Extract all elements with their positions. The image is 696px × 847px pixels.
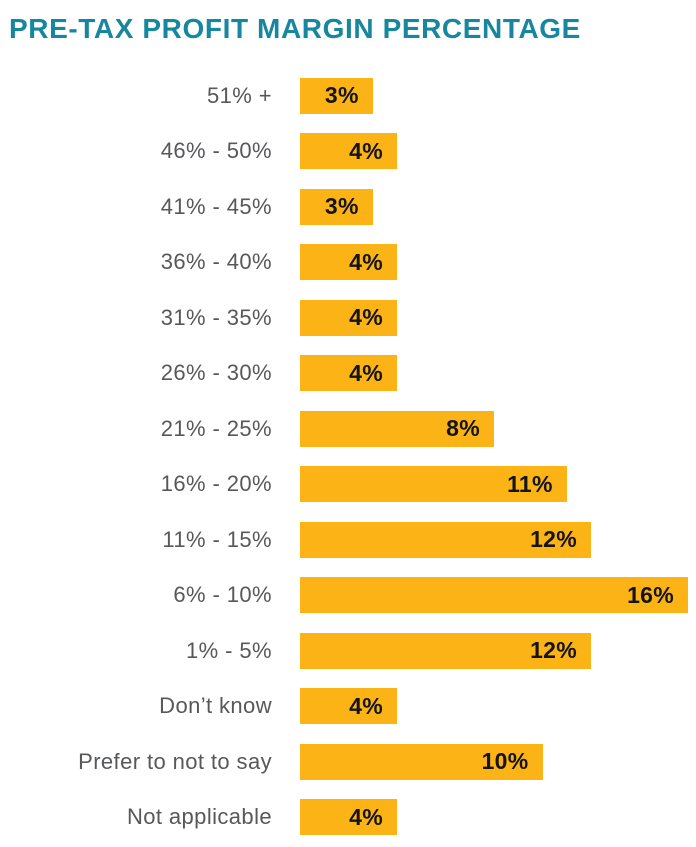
bar: 11% [300, 466, 567, 503]
value-label: 12% [530, 526, 577, 553]
bar-track: 10% [300, 743, 688, 780]
category-label: Prefer to not to say [78, 748, 272, 774]
bar-row: Don’t know 4% [0, 679, 696, 735]
category-label: 11% - 15% [162, 526, 272, 552]
value-label: 4% [349, 304, 383, 331]
bar-track: 4% [300, 688, 688, 725]
bar-row: 41% - 45% 3% [0, 179, 696, 235]
bar-row: Not applicable 4% [0, 790, 696, 846]
value-label: 8% [446, 415, 480, 442]
bar-track: 8% [300, 410, 688, 447]
value-label: 4% [349, 692, 383, 719]
category-label: 36% - 40% [160, 249, 272, 275]
bar-row: 51% + 3% [0, 68, 696, 124]
bar-track: 4% [300, 299, 688, 336]
bar: 12% [300, 521, 591, 558]
category-label: 6% - 10% [173, 582, 272, 608]
category-label: 51% + [207, 82, 272, 108]
value-label: 4% [349, 248, 383, 275]
bar-row: 36% - 40% 4% [0, 235, 696, 291]
category-label: 46% - 50% [160, 138, 272, 164]
bar-row: 1% - 5% 12% [0, 623, 696, 679]
bar-row: 31% - 35% 4% [0, 290, 696, 346]
bar: 3% [300, 188, 373, 225]
bar-track: 4% [300, 133, 688, 170]
bar-track: 3% [300, 77, 688, 114]
value-label: 3% [324, 82, 359, 109]
category-label: Not applicable [126, 804, 272, 830]
bar: 3% [300, 77, 373, 114]
bar-row: 6% - 10% 16% [0, 568, 696, 624]
bar-row: 46% - 50% 4% [0, 124, 696, 180]
category-label: Don’t know [159, 693, 272, 719]
bar-track: 4% [300, 355, 688, 392]
bar: 4% [300, 355, 397, 392]
value-label: 4% [349, 803, 383, 830]
bar-row: 16% - 20% 11% [0, 457, 696, 513]
bar: 10% [300, 743, 543, 780]
category-label: 1% - 5% [186, 637, 272, 663]
bar: 4% [300, 799, 397, 836]
bar: 12% [300, 632, 591, 669]
category-label: 16% - 20% [160, 471, 272, 497]
bar-row: 21% - 25% 8% [0, 401, 696, 457]
bar: 4% [300, 299, 397, 336]
value-label: 16% [627, 581, 674, 608]
bar-track: 11% [300, 466, 688, 503]
chart-title: PRE-TAX PROFIT MARGIN PERCENTAGE [9, 13, 581, 44]
bar-track: 12% [300, 632, 688, 669]
value-label: 11% [507, 470, 553, 497]
category-label: 21% - 25% [160, 415, 272, 441]
bar-track: 4% [300, 799, 688, 836]
bar-row: Prefer to not to say 10% [0, 734, 696, 790]
bar-track: 3% [300, 188, 688, 225]
bar-track: 12% [300, 521, 688, 558]
bar: 16% [300, 577, 688, 614]
bar: 4% [300, 133, 397, 170]
bar-row: 26% - 30% 4% [0, 346, 696, 402]
category-label: 31% - 35% [160, 304, 272, 330]
bar: 8% [300, 410, 494, 447]
category-label: 26% - 30% [160, 360, 272, 386]
value-label: 10% [481, 748, 529, 775]
value-label: 12% [530, 637, 577, 664]
value-label: 4% [349, 359, 383, 386]
category-label: 41% - 45% [160, 193, 272, 219]
value-label: 4% [349, 137, 383, 164]
bar: 4% [300, 244, 397, 281]
bar-row: 11% - 15% 12% [0, 512, 696, 568]
bar-track: 4% [300, 244, 688, 281]
bar: 4% [300, 688, 397, 725]
bar-track: 16% [300, 577, 688, 614]
value-label: 3% [324, 193, 359, 220]
bar-chart: 51% + 3% 46% - 50% 4% 41% - 45% 3% 36% -… [0, 68, 696, 845]
